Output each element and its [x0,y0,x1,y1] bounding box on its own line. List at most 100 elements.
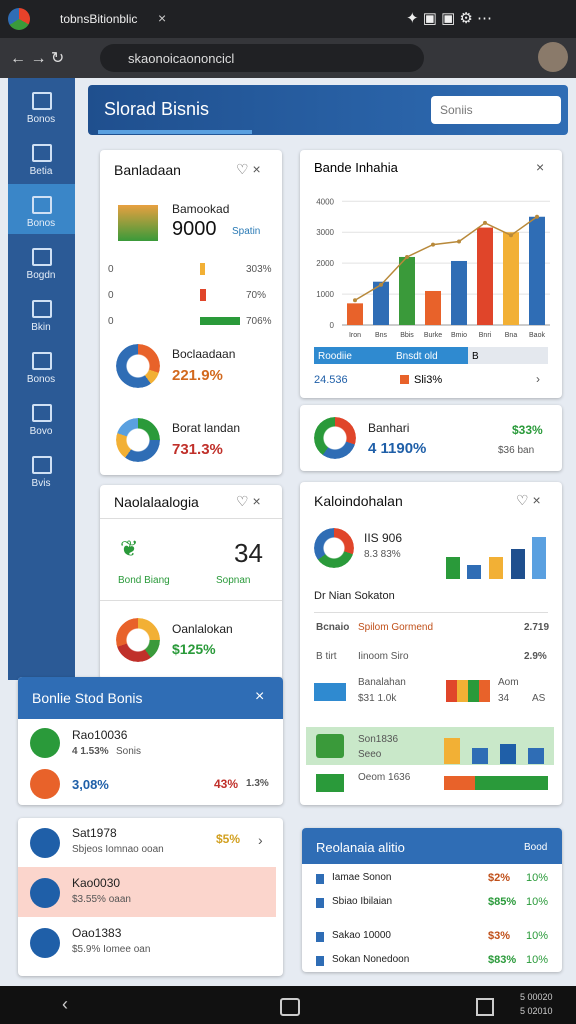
value: 43% [214,777,239,791]
nav-icon [32,352,52,370]
row-label: 0 [108,264,114,275]
row-label: Sakao 10000 [332,930,391,941]
row-value: 303% [246,264,272,275]
nav-label[interactable]: Bonos [26,374,56,385]
row-label: Banalahan [358,677,406,688]
chevron[interactable]: › [258,832,263,848]
close[interactable]: × [536,159,544,175]
legend-bar [314,347,468,364]
bar [425,290,441,325]
row-icon [316,956,324,966]
toolbar-icons[interactable]: ✦ ▣ ▣ ⚙ ⋯ [406,10,493,27]
bar [503,232,519,325]
line-point [509,233,513,238]
row-bar [200,317,240,325]
row-value: 2.719 [524,622,550,633]
row-value: 10% [526,930,549,942]
row-label: Bcnaio [316,622,350,633]
avatar[interactable] [538,42,568,72]
icon [30,728,60,758]
mini-bar [532,537,546,579]
nav-label[interactable]: Bonos [26,218,56,229]
nav-recent[interactable] [476,998,494,1016]
mini-bar [511,549,525,579]
card-action[interactable]: Bood [524,842,548,853]
nav-label[interactable]: Bovo [29,426,53,437]
row-value: 2.9% [524,651,547,662]
row-value: AS [532,693,546,704]
donut [116,418,160,462]
nav-icon [32,456,52,474]
card-actions[interactable]: ♡ × [236,161,261,177]
bar [529,216,545,325]
y-tick-label: 0 [330,321,335,330]
note: Sbjeos Iomnao ooan [72,844,164,855]
nav-label[interactable]: Betia [29,166,53,177]
bar [477,227,493,325]
nav-label[interactable]: Bkin [31,322,51,333]
mini-bar [444,738,460,764]
row-label: Iamae Sonon [332,872,392,883]
nav-label[interactable]: Bogdn [26,270,56,281]
line-point [457,239,461,244]
nav-home[interactable] [280,998,300,1016]
status: Sopnan [216,575,251,586]
value: 1.3% [246,778,269,789]
row-label: Sokan Nonedoon [332,954,410,965]
line-point [405,254,409,259]
progress [444,776,548,790]
bar [373,281,389,325]
nav-icon [32,196,52,214]
card-title: Kaloindohalan [314,493,403,509]
legend-label: B [472,351,479,362]
card-title: Bande Inhahia [314,160,399,175]
nav-buttons[interactable]: ← → ↻ [10,50,65,67]
item-value: 731.3% [172,441,223,458]
note: $5.9% Iomee oan [72,944,151,955]
mini-bar [472,748,488,764]
popup-close[interactable]: × [255,688,265,705]
card-actions[interactable]: ♡ × [236,493,261,509]
icon [30,828,60,858]
popup-title: Bonlie Stod Bonis [32,690,143,706]
search-box[interactable] [431,96,561,124]
row-bar [200,289,206,301]
nav-label[interactable]: Bvis [31,478,51,489]
mini-bars [446,680,490,702]
y-tick-label: 4000 [316,197,334,206]
note: Sonis [116,746,142,757]
x-tick-label: Baok [529,332,545,339]
line-point [379,282,383,287]
item-label: Borat landan [172,421,241,435]
illustration [118,205,158,241]
change: $33% [512,423,543,437]
footer-swatch [400,375,409,384]
row-label: Sbiao Ibilaian [332,896,393,907]
bar [399,256,415,325]
nav-back[interactable]: ‹ [62,994,68,1014]
tab-close[interactable]: × [158,10,167,26]
nav-label[interactable]: Bonos [26,114,56,125]
highlight-row[interactable] [18,867,276,917]
label: Oao1383 [72,926,122,940]
label: Banhari [368,421,410,435]
item-label: Oanlalokan [172,622,233,636]
mini-bar [500,744,516,764]
system-bar [0,986,576,1024]
url[interactable]: skaonoicaononcicl [128,51,235,66]
value: 3,08% [72,777,109,792]
card-title: Banladaan [114,162,181,178]
search-placeholder[interactable]: Soniis [440,103,473,117]
x-tick-label: Bnri [479,332,492,339]
value: 4 1190% [368,440,427,457]
card-actions[interactable]: ♡ × [516,492,541,508]
note: $3.55% oaan [72,894,131,905]
url-field[interactable] [100,44,424,72]
tab-title[interactable]: tobnsBitionblic [60,12,138,26]
chevron[interactable]: › [536,372,540,386]
item-label: Boclaadaan [172,347,236,361]
mini-bar [467,565,481,579]
row-icon [314,683,346,701]
value: 9000 [172,218,217,240]
row-label: Son1836 [358,734,399,745]
